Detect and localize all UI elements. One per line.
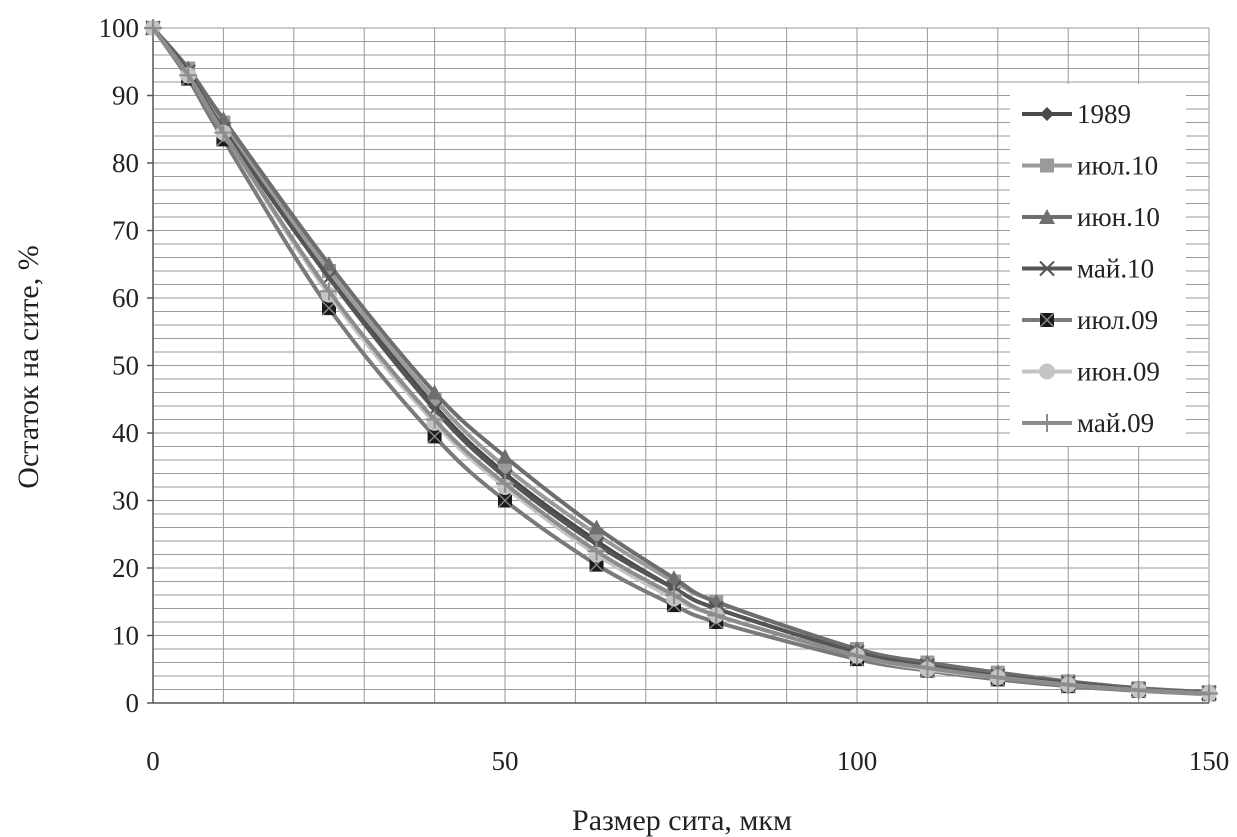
data-point (144, 19, 162, 37)
legend-label: май.09 (1077, 408, 1154, 438)
legend-item: июн.09 (1022, 357, 1160, 387)
legend-label: июл.10 (1077, 151, 1158, 181)
data-point (707, 606, 726, 625)
data-point (1129, 681, 1148, 700)
legend-marker (1039, 363, 1055, 380)
y-tick-label: 30 (112, 486, 139, 516)
y-tick-label: 60 (112, 283, 139, 313)
data-point (426, 384, 443, 400)
x-tick-label: 50 (492, 746, 519, 776)
data-point (665, 570, 682, 586)
series-7 (144, 19, 1218, 703)
data-point (496, 474, 514, 493)
legend-marker (1038, 414, 1056, 432)
x-tick-label: 150 (1189, 746, 1230, 776)
legend-marker (1040, 158, 1054, 173)
legend-marker (1039, 260, 1055, 277)
legend-item: июл.09 (1022, 305, 1158, 335)
data-point (587, 542, 606, 561)
data-point (321, 256, 337, 272)
legend-item: июл.10 (1022, 151, 1158, 181)
legend-label: 1989 (1077, 99, 1131, 129)
data-point (425, 410, 444, 429)
data-point (848, 646, 866, 665)
legend-marker (1040, 107, 1054, 121)
y-tick-label: 100 (99, 13, 140, 43)
series-line (151, 26, 1211, 695)
y-tick-label: 40 (112, 418, 139, 448)
y-tick-label: 50 (112, 351, 139, 381)
legend-label: июл.09 (1077, 305, 1158, 335)
data-point (214, 123, 233, 142)
x-axis-label: Размер сита, мкм (572, 804, 792, 837)
tick-labels: 0 10 20 30 40 50 60 70 80 90 100 0 50 100 150 (99, 13, 1230, 776)
legend-item: 1989 (1022, 99, 1131, 129)
y-tick-label: 80 (112, 148, 139, 178)
data-point (320, 282, 338, 301)
series-lines (144, 19, 1218, 703)
legend-item: июн.10 (1022, 202, 1160, 232)
data-point (1059, 675, 1078, 694)
data-point (1200, 684, 1218, 703)
y-tick-label: 10 (112, 621, 139, 651)
y-tick-label: 90 (112, 81, 139, 111)
data-point (588, 519, 605, 535)
legend: 1989 июл.10 июн.10 май.10 июл.09 июн.09 май.09 (1010, 84, 1186, 446)
data-point (497, 492, 513, 509)
legend-item: май.09 (1022, 408, 1154, 438)
y-tick-label: 0 (126, 688, 140, 718)
legend-label: июн.09 (1077, 357, 1160, 387)
legend-item: май.10 (1022, 254, 1154, 284)
data-point (664, 586, 683, 604)
legend-label: май.10 (1077, 254, 1154, 284)
y-tick-label: 20 (112, 553, 139, 583)
data-point (179, 66, 198, 85)
legend-marker (1039, 209, 1055, 224)
legend-box (1010, 84, 1186, 446)
data-point (988, 668, 1007, 687)
data-point (427, 428, 443, 444)
data-point (918, 658, 937, 677)
y-axis-label: Остаток на сите, % (12, 245, 45, 488)
x-tick-label: 100 (837, 746, 878, 776)
x-tick-label: 0 (146, 746, 160, 776)
legend-label: июн.10 (1077, 202, 1160, 232)
legend-marker (1039, 312, 1055, 328)
data-point (497, 448, 513, 464)
y-tick-label: 70 (112, 216, 139, 246)
series-line (151, 26, 1211, 696)
